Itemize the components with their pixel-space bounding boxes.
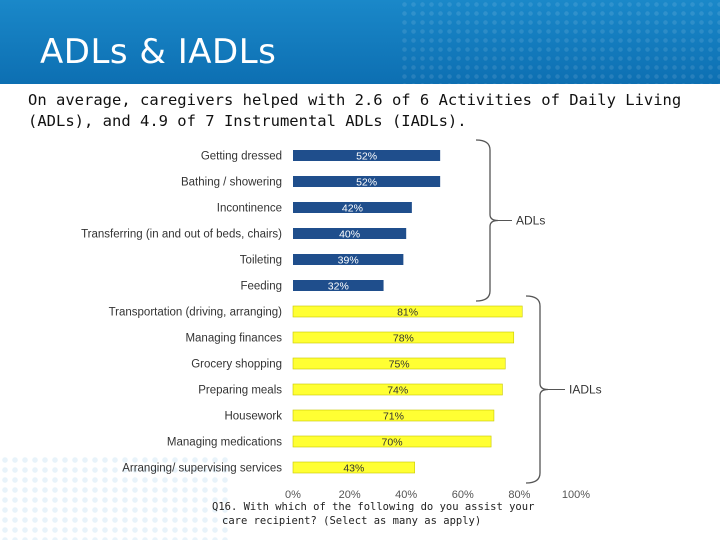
category-label: Bathing / showering (181, 177, 282, 189)
data-label: 40% (339, 229, 360, 241)
bar (293, 150, 441, 161)
slide-title: ADLs & IADLs (40, 32, 277, 72)
header-pattern (400, 0, 720, 84)
category-label: Transportation (driving, arranging) (109, 307, 283, 319)
x-tick-label: 20% (339, 489, 361, 501)
x-tick-label: 40% (395, 489, 417, 501)
bar (293, 228, 407, 239)
category-label: Toileting (240, 255, 282, 267)
category-label: Feeding (240, 281, 282, 293)
category-label: Preparing meals (198, 385, 282, 397)
data-label: 39% (338, 255, 359, 267)
bar (293, 176, 441, 187)
group-label: IADLs (569, 383, 602, 397)
data-label: 52% (356, 177, 377, 189)
bar (292, 461, 415, 474)
data-label: 32% (328, 281, 349, 293)
footnote-line-2: care recipient? (Select as many as apply… (222, 515, 482, 527)
category-label: Housework (224, 411, 282, 423)
bar (292, 331, 515, 344)
data-label: 70% (382, 437, 403, 449)
x-tick-label: 80% (508, 489, 530, 501)
bar (293, 280, 384, 291)
category-label: Incontinence (217, 203, 282, 215)
data-label: 75% (389, 359, 410, 371)
bar (293, 202, 412, 213)
bar (292, 383, 503, 396)
bar (292, 305, 523, 318)
data-label: 74% (387, 385, 408, 397)
category-label: Arranging/ supervising services (122, 463, 282, 475)
corner-pattern (0, 455, 230, 540)
category-label: Managing finances (185, 333, 282, 345)
survey-question-footnote: Q16. With which of the following do you … (212, 500, 552, 528)
x-tick-label: 100% (562, 489, 590, 501)
data-label: 42% (342, 203, 363, 215)
group-bracket (475, 139, 499, 302)
data-label: 78% (393, 333, 414, 345)
data-label: 71% (383, 411, 404, 423)
x-tick-label: 60% (452, 489, 474, 501)
data-label: 52% (356, 151, 377, 163)
data-label: 81% (397, 307, 418, 319)
title-bar: ADLs & IADLs (0, 0, 720, 84)
bar (292, 435, 492, 448)
bar (292, 357, 506, 370)
data-label: 43% (343, 463, 364, 475)
category-label: Managing medications (167, 437, 282, 449)
x-tick-label: 0% (285, 489, 301, 501)
bar (293, 254, 404, 265)
category-label: Getting dressed (201, 151, 282, 163)
footnote-line-1: Q16. With which of the following do you … (212, 501, 535, 513)
category-label: Transferring (in and out of beds, chairs… (81, 229, 282, 241)
group-bracket (525, 295, 549, 484)
category-label: Grocery shopping (191, 359, 282, 371)
slide-subtitle: On average, caregivers helped with 2.6 o… (28, 91, 682, 130)
bar (292, 409, 495, 422)
group-label: ADLs (516, 214, 545, 228)
